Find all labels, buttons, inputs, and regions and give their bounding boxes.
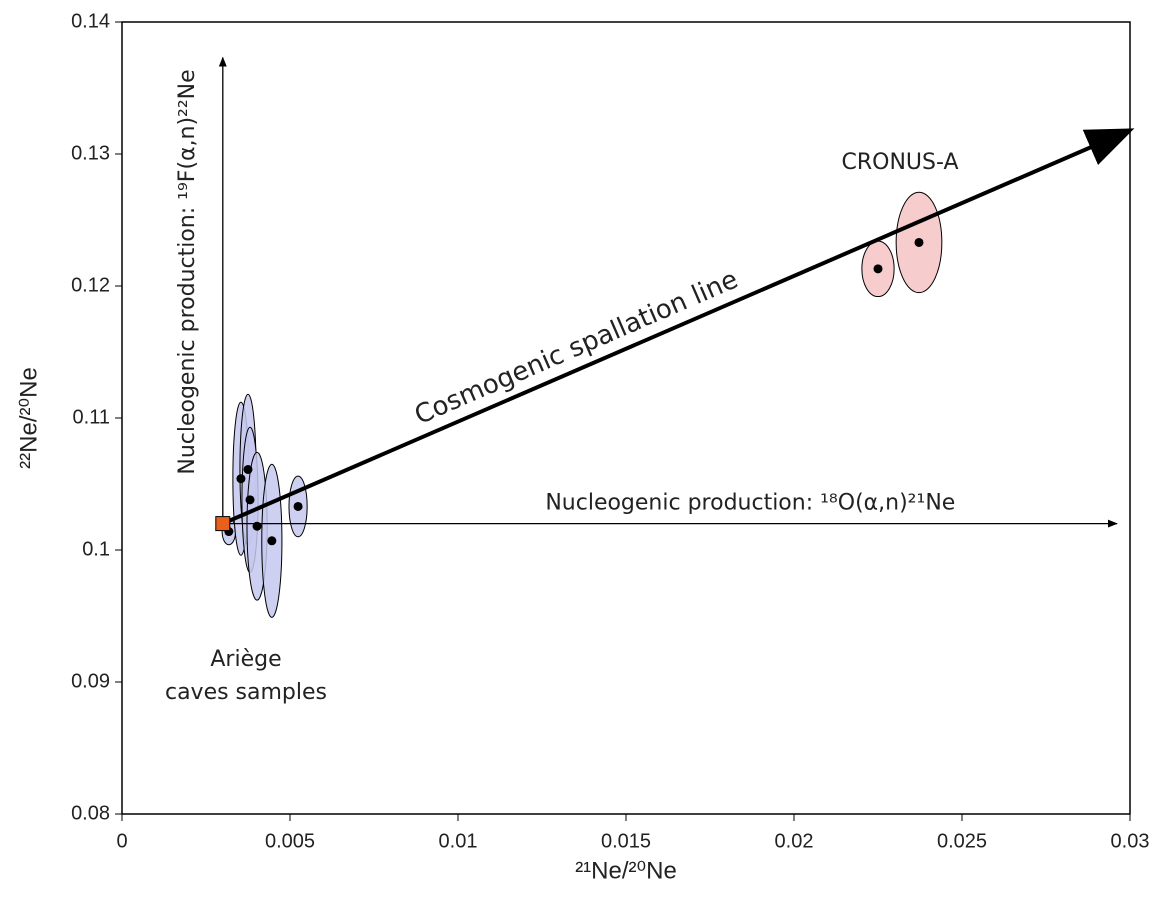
y-tick-label: 0.11	[73, 406, 110, 428]
line-label: Cosmogenic spallation line	[410, 265, 742, 431]
x-tick-label: 0.03	[1111, 830, 1150, 852]
group-label: caves samples	[165, 680, 327, 705]
y-tick-label: 0.09	[71, 670, 110, 692]
x-tick-label: 0.025	[937, 830, 987, 852]
y-tick-label: 0.13	[71, 142, 110, 164]
group-label: Ariège	[210, 647, 281, 672]
point	[873, 264, 883, 274]
x-tick-label: 0.015	[601, 830, 651, 852]
line-label: Nucleogenic production: ¹⁹F(α,n)²²Ne	[175, 69, 200, 474]
point	[293, 501, 303, 511]
x-axis-label: ²¹Ne/²⁰Ne	[575, 857, 677, 884]
line-label: Nucleogenic production: ¹⁸O(α,n)²¹Ne	[545, 491, 955, 516]
point	[243, 464, 253, 474]
y-tick-label: 0.14	[71, 10, 110, 32]
x-tick-label: 0	[116, 830, 127, 852]
group-label: CRONUS-A	[842, 150, 959, 175]
source-point	[215, 516, 231, 532]
x-tick-label: 0.01	[439, 830, 478, 852]
y-tick-label: 0.1	[82, 538, 110, 560]
y-axis-label: ²²Ne/²⁰Ne	[15, 367, 42, 469]
point	[267, 536, 277, 546]
point	[236, 474, 246, 484]
arrow-line	[222, 128, 1135, 526]
y-tick-label: 0.12	[71, 274, 110, 296]
x-tick-label: 0.005	[265, 830, 315, 852]
point	[245, 495, 255, 505]
x-tick-label: 0.02	[775, 830, 814, 852]
point	[914, 237, 924, 247]
y-tick-label: 0.08	[71, 802, 110, 824]
point	[252, 521, 262, 531]
